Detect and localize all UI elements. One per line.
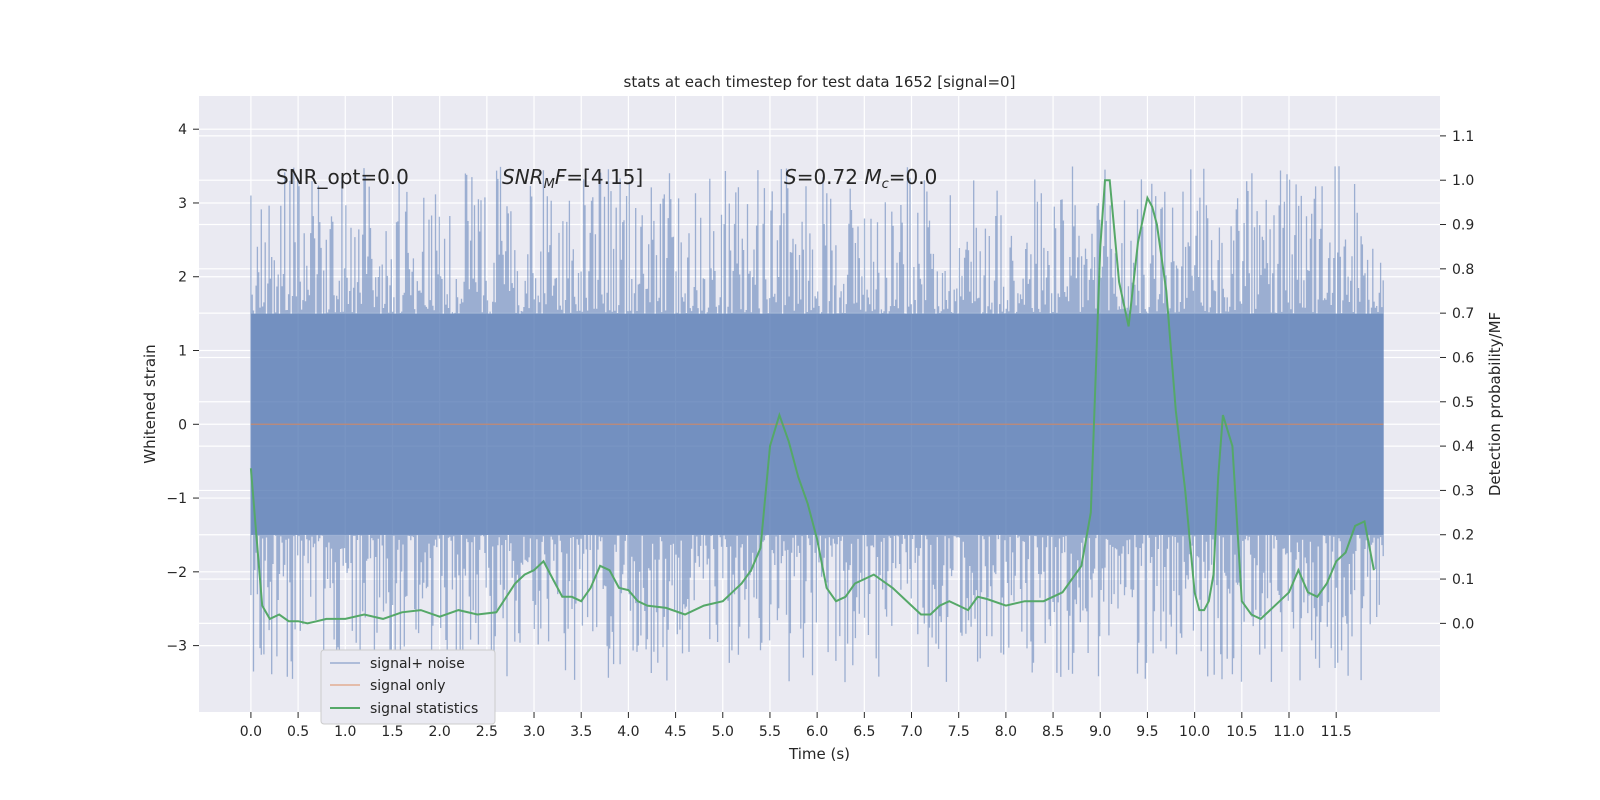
x-tick-label: 6.5 xyxy=(853,724,875,740)
y2-tick-label: 0.6 xyxy=(1452,350,1474,366)
signal-statistics-line xyxy=(249,179,1375,625)
x-tick-label: 6.0 xyxy=(806,724,828,740)
y-tick-label: 1 xyxy=(178,344,187,360)
x-tick-label: 2.0 xyxy=(429,724,451,740)
y2-axis-title: Detection probability/MF xyxy=(1486,312,1504,496)
y2-tick-label: 0.5 xyxy=(1452,395,1474,411)
annotation-snr-mf: SNRMF=[4.15] xyxy=(502,165,643,192)
x-tick-label: 3.5 xyxy=(570,724,592,740)
x-tick-label: 3.0 xyxy=(523,724,545,740)
x-tick-label: 0.0 xyxy=(240,724,262,740)
y-axis-title: Whitened strain xyxy=(141,344,159,463)
x-tick-label: 4.5 xyxy=(664,724,686,740)
x-tick-label: 9.0 xyxy=(1089,724,1111,740)
x-axis-title: Time (s) xyxy=(788,745,850,763)
annotation-s-mc: S=0.72 Mc=0.0 xyxy=(784,165,937,192)
y2-tick-label: 0.3 xyxy=(1452,483,1474,499)
x-tick-label: 11.0 xyxy=(1273,724,1304,740)
y-tick-label: −2 xyxy=(166,565,187,581)
x-tick-label: 0.5 xyxy=(287,724,309,740)
y-tick-label: 4 xyxy=(178,122,187,138)
x-tick-label: 10.5 xyxy=(1226,724,1257,740)
legend-label-signal-only: signal only xyxy=(370,678,445,694)
y-tick-label: 0 xyxy=(178,417,187,433)
y2-tick-label: 0.1 xyxy=(1452,572,1474,588)
line-series xyxy=(249,179,1384,625)
x-tick-label: 5.0 xyxy=(712,724,734,740)
y-tick-label: −3 xyxy=(166,639,187,655)
y2-tick-label: 0.8 xyxy=(1452,262,1474,278)
y2-tick-label: 0.7 xyxy=(1452,306,1474,322)
x-tick-label: 2.5 xyxy=(476,724,498,740)
y2-tick-label: 0.2 xyxy=(1452,528,1474,544)
x-tick-label: 4.0 xyxy=(617,724,639,740)
legend-box xyxy=(320,649,496,725)
chart-title: stats at each timestep for test data 165… xyxy=(624,73,1016,91)
y2-tick-label: 1.1 xyxy=(1452,129,1474,145)
tick-marks: 0.0 0.5 1.0 1.5 2.0 2.5 3.0 3.5 4.0 4.5 5.0 5.5 6.0 6… xyxy=(166,122,1474,740)
x-tick-label: 8.5 xyxy=(1042,724,1064,740)
y-tick-label: −1 xyxy=(166,491,187,507)
y-tick-label: 2 xyxy=(178,270,187,286)
legend-label-signal-statistics: signal statistics xyxy=(370,701,478,717)
legend-label-signal-noise: signal+ noise xyxy=(370,656,465,672)
x-tick-label: 7.0 xyxy=(900,724,922,740)
x-tick-label: 1.5 xyxy=(381,724,403,740)
x-tick-label: 8.0 xyxy=(995,724,1017,740)
x-tick-label: 10.0 xyxy=(1179,724,1210,740)
y2-tick-label: 0.9 xyxy=(1452,218,1474,234)
y2-tick-label: 0.4 xyxy=(1452,439,1474,455)
x-tick-label: 5.5 xyxy=(759,724,781,740)
x-tick-label: 7.5 xyxy=(948,724,970,740)
y-tick-label: 3 xyxy=(178,196,187,212)
legend: signal+ noise signal only signal statist… xyxy=(320,649,496,725)
y2-tick-label: 0.0 xyxy=(1452,616,1474,632)
signal-noise-trace xyxy=(250,166,1384,683)
y2-tick-label: 1.0 xyxy=(1452,173,1474,189)
x-tick-label: 11.5 xyxy=(1321,724,1352,740)
x-tick-label: 1.0 xyxy=(334,724,356,740)
x-tick-label: 9.5 xyxy=(1136,724,1158,740)
annotation-snr-opt: SNR_opt=0.0 xyxy=(276,165,409,189)
